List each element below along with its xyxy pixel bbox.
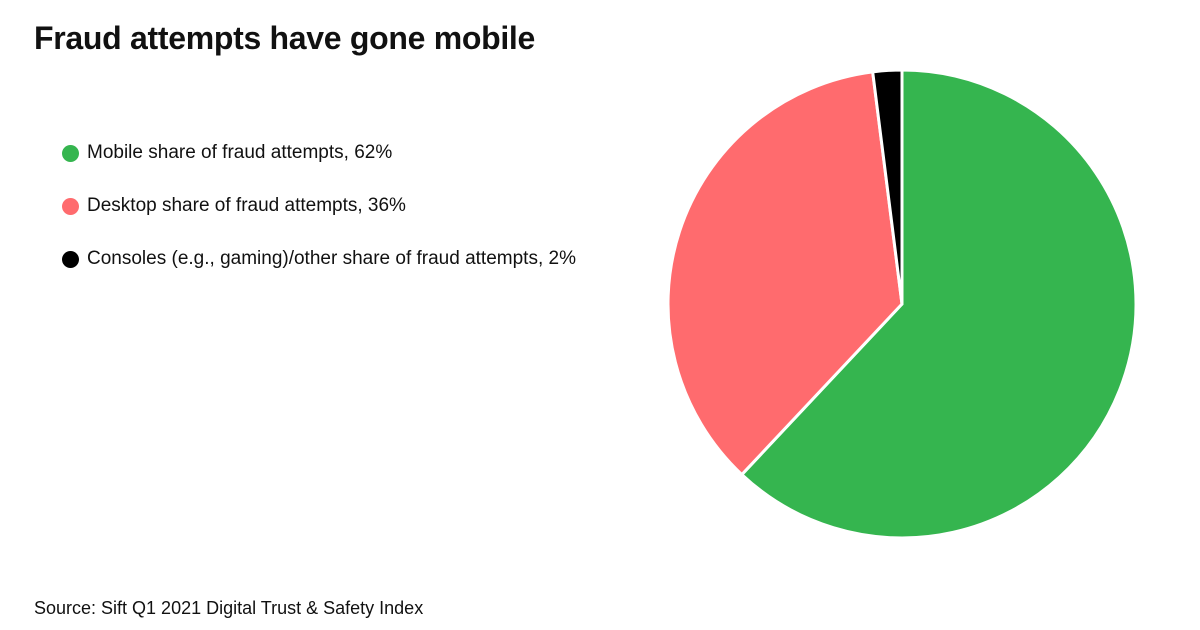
legend-item-mobile: Mobile share of fraud attempts, 62% (62, 138, 662, 168)
legend-swatch-consoles (62, 250, 79, 268)
chart-title: Fraud attempts have gone mobile (34, 20, 536, 56)
legend-swatch-desktop (62, 197, 79, 215)
legend-item-consoles: Consoles (e.g., gaming)/other share of f… (62, 244, 662, 274)
legend-label-mobile: Mobile share of fraud attempts, 62% (87, 142, 393, 163)
pie-slice-mobile (740, 68, 1138, 540)
source-note: Source: Sift Q1 2021 Digital Trust & Saf… (34, 598, 424, 618)
chart-legend: Mobile share of fraud attempts, 62% Desk… (62, 138, 662, 297)
legend-item-desktop: Desktop share of fraud attempts, 36% (62, 191, 662, 221)
pie-slice-desktop (666, 70, 904, 477)
legend-label-desktop: Desktop share of fraud attempts, 36% (87, 195, 406, 216)
legend-label-consoles: Consoles (e.g., gaming)/other share of f… (87, 248, 576, 269)
legend-swatch-mobile (62, 144, 79, 162)
pie-slice-consoles (871, 68, 904, 306)
